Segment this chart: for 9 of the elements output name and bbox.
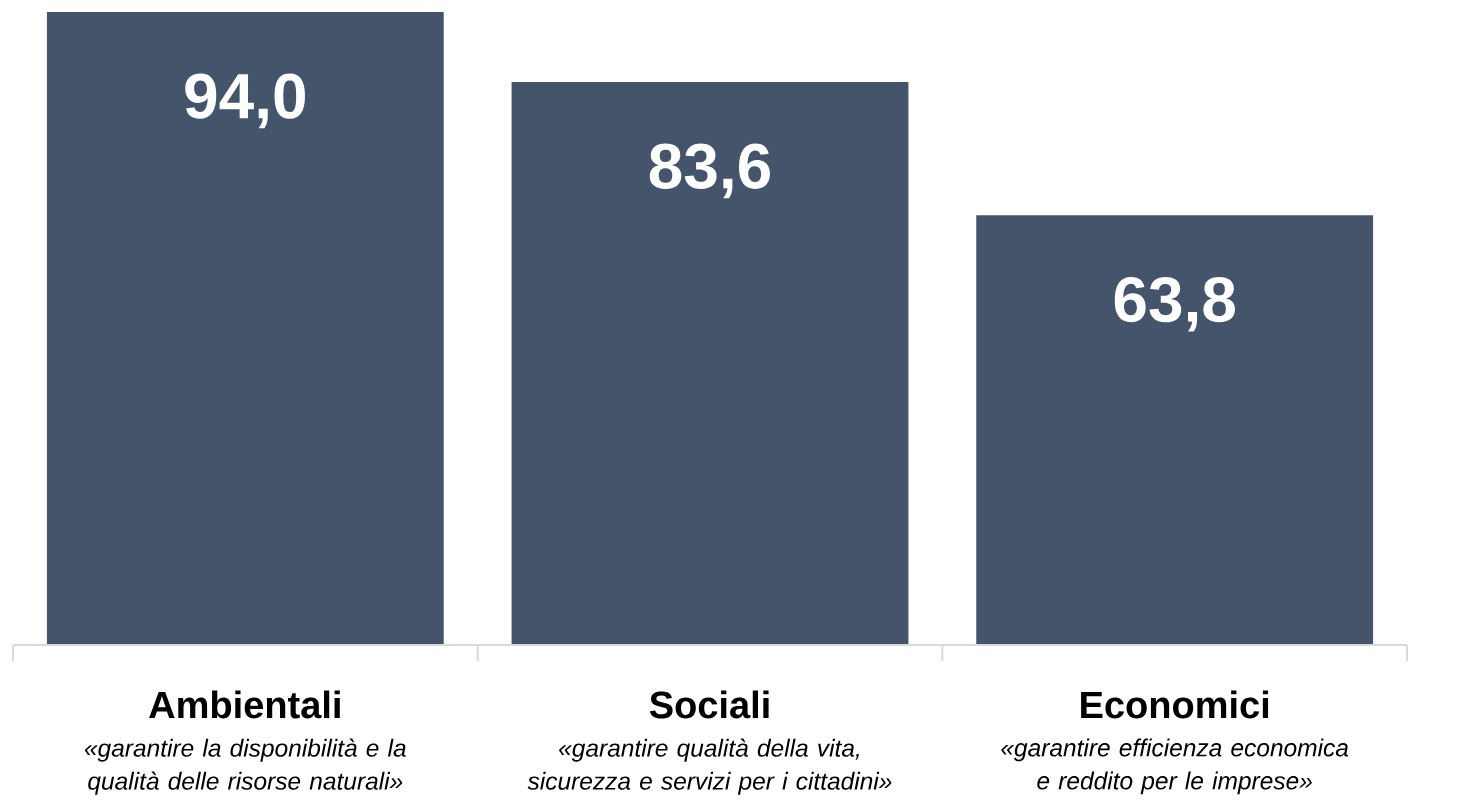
text: «garantire la disponibilità e la qualità delle risorse naturali» xyxy=(84,738,406,795)
x-tick-label: Sociali xyxy=(649,690,769,719)
text: «garantire qualità della vita, sicurezza e servizi per i cittadini» xyxy=(527,738,892,795)
data-label: 94,0 xyxy=(185,73,305,129)
data-label: 63,8 xyxy=(1114,276,1235,332)
text: «garantire efficienza economica e reddito per le imprese» xyxy=(1001,738,1349,795)
data-label: 83,6 xyxy=(649,143,770,199)
x-tick-label: Ambientali xyxy=(149,690,340,719)
x-tick-label: Economici xyxy=(1081,690,1269,719)
